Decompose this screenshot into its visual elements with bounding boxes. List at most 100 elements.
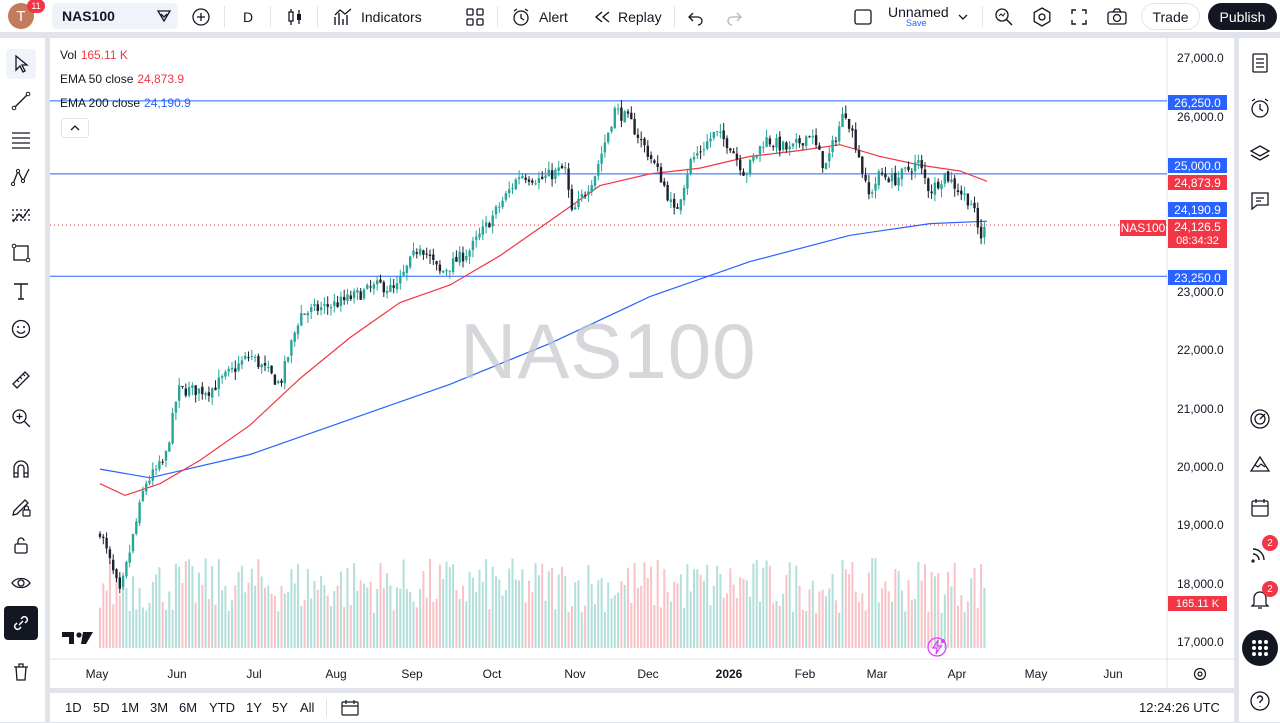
compare-button[interactable] <box>191 4 211 29</box>
lock-drawings-tool[interactable] <box>6 530 36 560</box>
volume-bar <box>445 561 448 648</box>
candle-body <box>369 286 372 288</box>
add-symbol-icon[interactable] <box>156 9 172 23</box>
hline-tag-23250: 23,250.0 <box>1168 270 1227 285</box>
range-5y[interactable]: 5Y <box>272 700 288 715</box>
time-axis-label: Feb <box>794 667 816 681</box>
candle-body <box>610 126 613 132</box>
volume-bar <box>224 585 227 648</box>
range-1m[interactable]: 1M <box>121 700 140 715</box>
candle-body <box>316 304 319 311</box>
candle-body <box>102 536 105 539</box>
time-axis-label: Oct <box>482 667 502 681</box>
volume-bar <box>280 585 283 648</box>
ema200-legend[interactable]: EMA 200 close 24,190.9 <box>60 96 191 110</box>
templates-button[interactable] <box>465 4 485 29</box>
chart-canvas[interactable] <box>50 38 1234 688</box>
volume-bar <box>864 610 867 648</box>
chart-area[interactable]: NAS100 Vol 165.11 K EMA 50 close 24,873.9 … <box>50 38 1234 688</box>
stay-drawing-tool[interactable] <box>6 492 36 522</box>
ideas-stream-button[interactable] <box>1245 538 1275 568</box>
candle-body <box>900 168 904 180</box>
tradingview-logo[interactable] <box>61 630 95 651</box>
fullscreen-button[interactable] <box>1069 4 1089 29</box>
magnet-tool[interactable] <box>6 454 36 484</box>
text-tool[interactable] <box>6 276 36 306</box>
timeframe-button[interactable]: D <box>243 4 253 29</box>
candle-body <box>329 306 333 309</box>
undo-button[interactable] <box>687 4 705 29</box>
save-link[interactable]: Save <box>906 18 927 28</box>
divider <box>224 6 225 27</box>
candle-body <box>131 534 135 552</box>
volume-bar <box>762 567 765 648</box>
sync-drawings-tool[interactable] <box>4 606 38 640</box>
utc-clock[interactable]: 12:24:26 UTC <box>1139 700 1220 715</box>
settings-button[interactable] <box>1031 4 1053 29</box>
shapes-tool[interactable] <box>6 238 36 268</box>
candle-body <box>171 412 174 444</box>
ema50-legend[interactable]: EMA 50 close 24,873.9 <box>60 72 184 86</box>
publish-button[interactable]: Publish <box>1208 3 1277 30</box>
volume-bar <box>848 574 851 648</box>
range-1y[interactable]: 1Y <box>246 700 262 715</box>
indicators-button[interactable]: Indicators <box>333 4 422 29</box>
candle-body <box>531 180 534 183</box>
snapshot-button[interactable] <box>1106 4 1128 29</box>
quick-search-button[interactable] <box>993 4 1015 29</box>
fib-tool[interactable] <box>6 124 36 154</box>
undo-icon <box>688 12 703 26</box>
notification-badge: 11 <box>27 0 45 13</box>
lightning-circle-icon <box>927 637 947 657</box>
trendline-tool[interactable] <box>6 86 36 116</box>
object-tree-button[interactable] <box>1245 139 1275 169</box>
candle-body <box>534 183 537 185</box>
candle-body <box>326 304 329 307</box>
measure-tool[interactable] <box>6 365 36 395</box>
range-5d[interactable]: 5D <box>93 700 110 715</box>
chart-type-button[interactable] <box>285 4 305 29</box>
range-all[interactable]: All <box>300 700 315 715</box>
hide-drawings-tool[interactable] <box>6 568 36 598</box>
pine-editor-button[interactable] <box>1245 449 1275 479</box>
layout-menu-button[interactable] <box>957 4 969 29</box>
pattern-tool[interactable] <box>6 162 36 192</box>
candle-body <box>616 108 620 110</box>
layout-name[interactable]: Unnamed <box>888 4 949 20</box>
apps-button[interactable] <box>1242 630 1278 666</box>
candle-body <box>715 131 719 133</box>
go-to-date-button[interactable] <box>340 698 360 723</box>
forecast-tool[interactable] <box>6 200 36 230</box>
chats-button[interactable] <box>1245 186 1275 216</box>
quick-trade-button[interactable] <box>926 636 948 663</box>
redo-button[interactable] <box>725 4 743 29</box>
range-6m[interactable]: 6M <box>179 700 198 715</box>
symbol-search[interactable]: NAS100 <box>52 3 178 29</box>
calendar-button[interactable] <box>1245 493 1275 523</box>
alerts-panel-button[interactable] <box>1245 93 1275 123</box>
range-1d[interactable]: 1D <box>65 700 82 715</box>
cursor-tool[interactable] <box>6 49 36 79</box>
remove-drawings-tool[interactable] <box>6 657 36 687</box>
watchlist-button[interactable] <box>1245 48 1275 78</box>
range-ytd[interactable]: YTD <box>209 700 235 715</box>
candle-body <box>768 138 772 145</box>
help-button[interactable] <box>1245 686 1275 716</box>
alert-button[interactable]: Alert <box>511 4 568 29</box>
zoom-tool[interactable] <box>6 403 36 433</box>
layout-checkbox[interactable] <box>853 4 873 29</box>
candle-body <box>663 181 666 186</box>
axis-settings-button[interactable] <box>1192 666 1208 687</box>
candle-body <box>861 156 864 174</box>
replay-button[interactable]: Replay <box>592 4 662 29</box>
screener-button[interactable] <box>1245 404 1275 434</box>
range-3m[interactable]: 3M <box>150 700 169 715</box>
collapse-legend-button[interactable] <box>61 118 89 138</box>
volume-bar <box>382 588 385 648</box>
icons-tool[interactable] <box>6 314 36 344</box>
candle-body <box>244 355 247 359</box>
candle-body <box>867 182 871 195</box>
volume-legend[interactable]: Vol 165.11 K <box>60 48 128 62</box>
candle-body <box>451 258 455 273</box>
trade-button[interactable]: Trade <box>1141 3 1200 30</box>
